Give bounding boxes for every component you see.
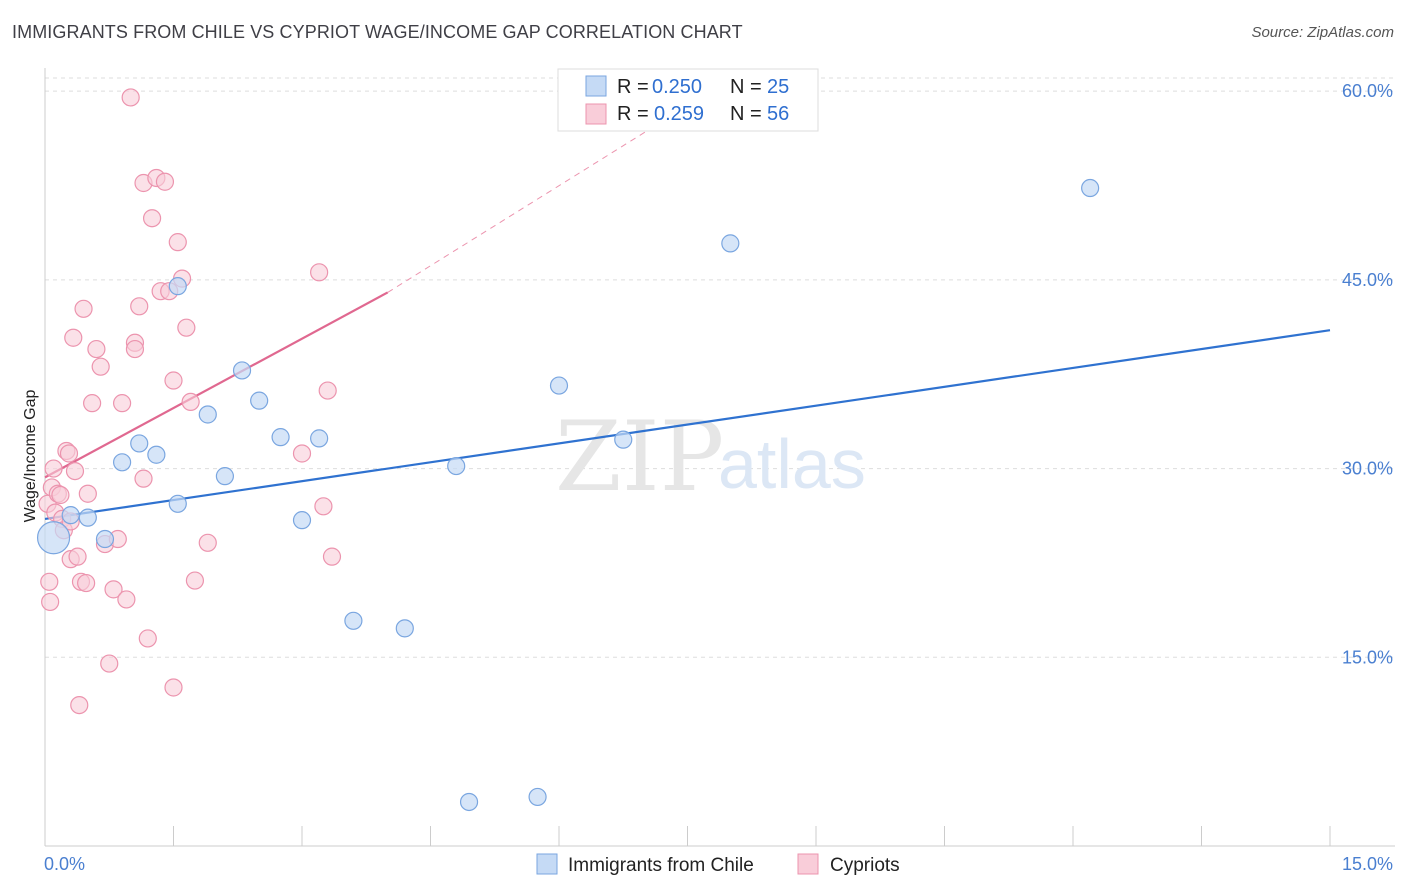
chart-title: IMMIGRANTS FROM CHILE VS CYPRIOT WAGE/IN… <box>12 22 743 42</box>
data-point-cypriots <box>318 381 337 400</box>
data-point-cypriots <box>130 297 149 316</box>
data-point-chile <box>395 619 414 638</box>
data-point-chile <box>528 787 547 807</box>
legend-r-label-chile: R = <box>617 76 649 98</box>
watermark-atlas: atlas <box>718 425 866 503</box>
data-point-chile <box>549 376 569 395</box>
data-point-cypriots <box>78 484 97 503</box>
data-point-cypriots <box>198 533 217 552</box>
bottom-legend-swatch-cypriots <box>797 853 819 875</box>
legend-r-value-cypriots: 0.259 <box>654 103 704 125</box>
data-point-cypriots <box>87 339 106 359</box>
legend: R = 0.250 N = 25 R = 0.259 N = 56 <box>557 68 819 132</box>
data-point-cypriots <box>65 461 85 481</box>
data-point-cypriots <box>64 328 83 347</box>
data-point-chile <box>271 428 290 447</box>
x-axis-ticks <box>44 826 1331 846</box>
legend-n-value-cypriots: 56 <box>767 103 789 125</box>
data-point-cypriots <box>91 357 110 376</box>
data-point-cypriots <box>181 392 200 412</box>
data-point-chile <box>344 611 363 630</box>
data-point-cypriots <box>121 88 140 107</box>
data-point-cypriots <box>155 172 175 191</box>
data-point-chile <box>1081 178 1100 198</box>
legend-n-value-chile: 25 <box>767 76 789 98</box>
x-tick-label-max: 15.0% <box>1342 854 1393 874</box>
trend-line-chile <box>44 329 1331 520</box>
data-point-chile <box>447 456 466 476</box>
data-point-cypriots <box>68 547 87 566</box>
data-point-cypriots <box>310 263 329 282</box>
data-point-chile <box>250 391 269 410</box>
data-point-chile <box>147 445 166 464</box>
data-point-chile <box>78 508 97 527</box>
data-point-cypriots <box>51 485 70 505</box>
y-tick-label: 45.0% <box>1342 270 1393 290</box>
data-point-cypriots <box>40 572 59 591</box>
source-credit: Source: ZipAtlas.com <box>1251 24 1394 41</box>
data-point-cypriots <box>112 394 132 413</box>
data-point-chile <box>721 234 740 253</box>
data-point-chile <box>215 467 234 486</box>
data-point-cypriots <box>77 573 96 593</box>
data-point-chile <box>168 277 187 296</box>
data-point-cypriots <box>125 339 145 359</box>
data-point-cypriots <box>292 444 312 463</box>
y-tick-label: 30.0% <box>1342 459 1393 479</box>
data-point-cypriots <box>100 654 119 673</box>
data-point-chile <box>36 521 71 555</box>
data-point-chile <box>130 434 149 453</box>
data-point-cypriots <box>142 209 162 228</box>
data-point-cypriots <box>70 695 89 715</box>
data-point-chile <box>198 405 217 424</box>
data-point-cypriots <box>117 590 136 609</box>
data-point-chile <box>459 792 479 812</box>
data-point-cypriots <box>83 394 102 413</box>
y-tick-label: 15.0% <box>1342 647 1393 667</box>
data-point-cypriots <box>164 678 183 697</box>
y-axis-label: Wage/Income Gap <box>22 390 39 523</box>
data-point-cypriots <box>164 371 183 390</box>
data-point-cypriots <box>322 547 342 566</box>
watermark-zip: ZIP <box>555 401 724 513</box>
data-point-chile <box>112 453 132 472</box>
data-point-cypriots <box>104 580 123 599</box>
bottom-legend-label-chile: Immigrants from Chile <box>568 855 754 876</box>
data-point-cypriots <box>44 459 63 478</box>
data-point-cypriots <box>314 497 333 516</box>
data-point-chile <box>292 511 312 530</box>
bottom-legend: Immigrants from Chile Cypriots <box>536 853 900 876</box>
legend-n-label-chile: N = <box>730 76 762 98</box>
trend-line-cypriots-extension <box>387 115 671 293</box>
data-point-chile <box>168 494 187 513</box>
data-point-chile <box>95 529 115 549</box>
data-point-chile <box>61 506 80 525</box>
data-point-cypriots <box>41 592 60 612</box>
data-point-chile <box>310 429 329 448</box>
y-tick-label: 60.0% <box>1342 81 1393 101</box>
data-point-cypriots <box>74 299 93 318</box>
x-tick-label-min: 0.0% <box>44 854 85 874</box>
legend-r-label-cypriots: R = <box>617 103 649 125</box>
y-tick-labels: 15.0% 30.0% 45.0% 60.0% <box>1342 81 1393 667</box>
data-point-cypriots <box>59 444 79 463</box>
legend-swatch-chile <box>585 75 607 97</box>
data-point-chile <box>232 361 252 380</box>
legend-n-label-cypriots: N = <box>730 103 762 125</box>
data-point-cypriots <box>177 318 196 337</box>
data-point-cypriots <box>138 629 157 648</box>
legend-swatch-cypriots <box>585 103 607 125</box>
bottom-legend-swatch-chile <box>536 853 558 875</box>
legend-r-value-chile: 0.250 <box>652 76 702 98</box>
data-point-cypriots <box>134 469 153 488</box>
trend-line-cypriots <box>44 291 389 479</box>
trend-lines <box>44 115 1331 520</box>
data-point-cypriots <box>168 233 187 252</box>
data-point-chile <box>614 430 633 449</box>
data-points <box>36 88 1100 812</box>
data-point-cypriots <box>185 571 205 590</box>
bottom-legend-label-cypriots: Cypriots <box>830 855 900 876</box>
